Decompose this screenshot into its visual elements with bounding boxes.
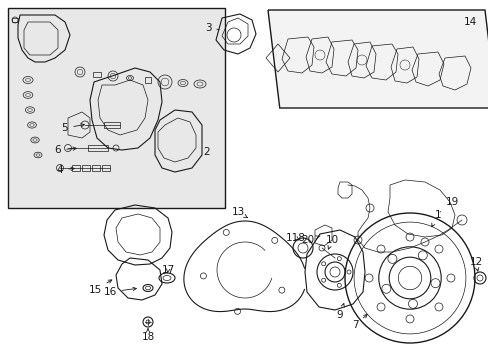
Bar [88,145,108,151]
Bar [145,77,151,83]
Text: 3: 3 [204,23,219,33]
Bar [72,165,80,171]
Bar [92,165,100,171]
Text: 19: 19 [439,197,458,212]
Text: 9: 9 [336,303,344,320]
Text: 13: 13 [231,207,247,218]
Text: 10: 10 [325,235,338,249]
Bar [93,72,101,77]
Text: 12: 12 [468,257,482,271]
Text: 1: 1 [431,210,440,227]
Text: 14: 14 [463,17,476,27]
Text: 18: 18 [141,329,154,342]
Bar [8,8,224,208]
Bar [102,165,110,171]
Text: 118: 118 [285,233,305,243]
Polygon shape [267,10,488,108]
Text: 17: 17 [161,265,174,275]
Text: 7: 7 [351,314,366,330]
Text: 5: 5 [61,123,84,133]
Text: 4: 4 [57,165,74,175]
Text: 2: 2 [203,147,210,157]
Text: 16: 16 [103,287,136,297]
Bar [12,18,18,22]
Text: 15: 15 [88,280,112,295]
Text: 6: 6 [55,145,76,155]
Bar [104,122,120,128]
Bar [82,165,90,171]
Text: 20: 20 [301,235,319,245]
